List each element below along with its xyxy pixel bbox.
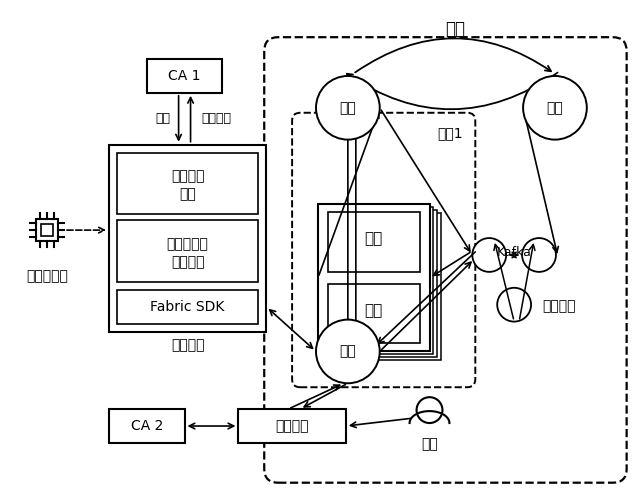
Circle shape [522,238,556,272]
FancyBboxPatch shape [117,220,258,282]
Text: Kafka: Kafka [496,246,531,260]
FancyBboxPatch shape [328,212,420,272]
Text: 网关模块: 网关模块 [171,338,204,352]
Text: 链码: 链码 [365,303,383,318]
Text: 组织1: 组织1 [437,126,463,140]
Text: 节点: 节点 [339,344,356,358]
Circle shape [472,238,506,272]
FancyBboxPatch shape [322,207,434,354]
Text: 注册: 注册 [155,112,170,125]
FancyBboxPatch shape [330,213,441,360]
Text: 物联网设备: 物联网设备 [26,269,68,283]
FancyBboxPatch shape [117,290,258,324]
FancyBboxPatch shape [264,37,626,482]
Text: 处理模块: 处理模块 [171,255,204,269]
FancyBboxPatch shape [328,284,420,344]
Circle shape [316,320,380,384]
FancyBboxPatch shape [109,144,266,332]
Circle shape [316,76,380,140]
Circle shape [417,397,443,423]
FancyBboxPatch shape [109,409,184,443]
Circle shape [497,288,531,322]
FancyBboxPatch shape [326,210,437,358]
FancyBboxPatch shape [36,219,58,241]
FancyBboxPatch shape [117,152,258,214]
Circle shape [523,76,587,140]
Text: 证书管理: 证书管理 [171,170,204,183]
Text: 通道: 通道 [446,20,465,38]
FancyBboxPatch shape [238,409,346,443]
Text: 排序服务: 排序服务 [542,300,576,314]
Text: 返回证书: 返回证书 [202,112,231,125]
FancyBboxPatch shape [41,224,53,236]
Text: 节点: 节点 [339,101,356,115]
Text: 查询模块: 查询模块 [275,419,309,433]
FancyBboxPatch shape [146,59,223,93]
Text: CA 1: CA 1 [169,69,201,83]
Text: 数据接收与: 数据接收与 [167,237,209,251]
FancyBboxPatch shape [292,113,476,387]
Text: Fabric SDK: Fabric SDK [150,300,225,314]
FancyBboxPatch shape [318,204,429,352]
Text: 模块: 模块 [179,188,196,202]
Text: 节点: 节点 [547,101,564,115]
Text: 用户: 用户 [421,437,438,451]
Text: 账本: 账本 [365,232,383,246]
Text: CA 2: CA 2 [131,419,163,433]
